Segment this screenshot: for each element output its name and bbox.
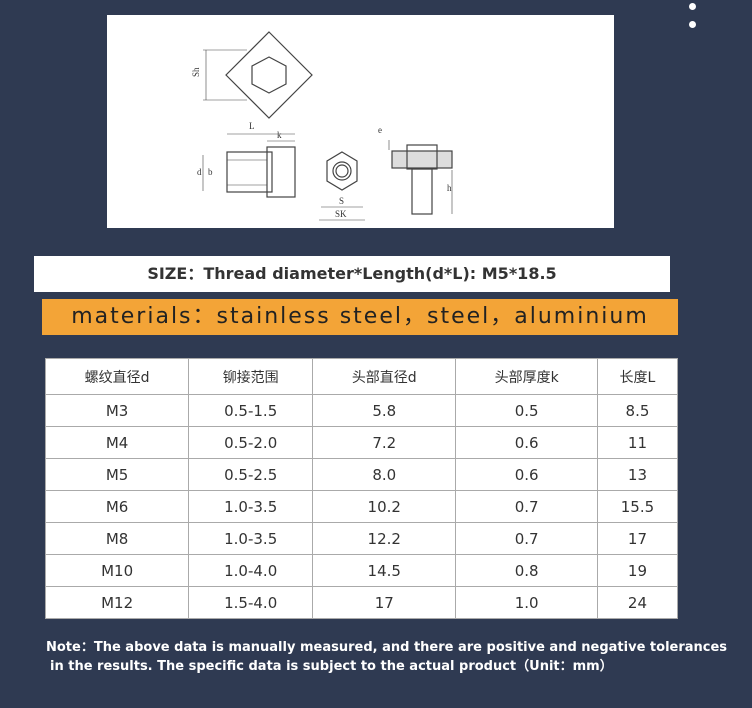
table-cell: 17	[312, 586, 457, 619]
table-cell: M12	[44, 586, 190, 619]
table-cell: M8	[44, 522, 190, 555]
dim-label: d	[197, 167, 202, 177]
dot	[689, 21, 696, 28]
table-cell: 0.5-1.5	[188, 394, 314, 427]
table-cell: 10.2	[312, 490, 457, 523]
dim-label: S	[339, 196, 344, 206]
table-cell: M4	[44, 426, 190, 459]
table-cell: 5.8	[312, 394, 457, 427]
table-row: M10 1.0-4.0 14.5 0.8 19	[44, 554, 679, 587]
table-cell: 14.5	[312, 554, 457, 587]
dim-label: SK	[335, 209, 347, 219]
table-cell: M3	[44, 394, 190, 427]
table-cell: 0.6	[455, 426, 598, 459]
table-cell: 0.7	[455, 490, 598, 523]
dim-label: Sh	[191, 67, 201, 77]
table-cell: M6	[44, 490, 190, 523]
table-cell: 1.0-3.5	[188, 490, 314, 523]
table-cell: 1.0-4.0	[188, 554, 314, 587]
size-banner: SIZE：Thread diameter*Length(d*L): M5*18.…	[34, 256, 670, 292]
spec-table: 螺纹直径d 铆接范围 头部直径d 头部厚度k 长度L M3 0.5-1.5 5.8 0.5 8.5…	[44, 358, 679, 619]
header-cell: 头部直径d	[312, 358, 457, 395]
header-row: 螺纹直径d 铆接范围 头部直径d 头部厚度k 长度L	[44, 358, 679, 395]
header-cell: 长度L	[596, 358, 679, 395]
table-cell: 0.5-2.5	[188, 458, 314, 491]
table-row: M5 0.5-2.5 8.0 0.6 13	[44, 458, 679, 491]
table-cell: 8.0	[312, 458, 457, 491]
dot	[689, 3, 696, 10]
table-cell: 0.5	[455, 394, 598, 427]
materials-banner: materials：stainless steel，steel，aluminiu…	[42, 299, 678, 335]
table-cell: 17	[596, 522, 679, 555]
note: Note：The above data is manually measured…	[46, 638, 727, 676]
table-row: M8 1.0-3.5 12.2 0.7 17	[44, 522, 679, 555]
note-line: Note：The above data is manually measured…	[46, 640, 728, 655]
table-cell: 0.5-2.0	[188, 426, 314, 459]
table-cell: 0.8	[455, 554, 598, 587]
dim-label: h	[447, 183, 452, 193]
table-row: M6 1.0-3.5 10.2 0.7 15.5	[44, 490, 679, 523]
dim-label: k	[277, 130, 282, 140]
table-cell: 0.6	[455, 458, 598, 491]
note-line: in the results. The specific data is sub…	[50, 659, 613, 674]
table-cell: 1.0	[455, 586, 598, 619]
table-cell: 7.2	[312, 426, 457, 459]
table-cell: 13	[596, 458, 679, 491]
table-row: M12 1.5-4.0 17 1.0 24	[44, 586, 679, 619]
table-cell: 1.0-3.5	[188, 522, 314, 555]
table-cell: 0.7	[455, 522, 598, 555]
table-cell: 24	[596, 586, 679, 619]
table-cell: M5	[44, 458, 190, 491]
table-row: M3 0.5-1.5 5.8 0.5 8.5	[44, 394, 679, 427]
header-cell: 头部厚度k	[455, 358, 598, 395]
dim-label: e	[378, 125, 382, 135]
header-cell: 螺纹直径d	[44, 358, 190, 395]
table-cell: 11	[596, 426, 679, 459]
table-cell: M10	[44, 554, 190, 587]
dim-label: b	[208, 167, 213, 177]
header-cell: 铆接范围	[188, 358, 314, 395]
table-cell: 1.5-4.0	[188, 586, 314, 619]
table-cell: 8.5	[596, 394, 679, 427]
dim-label: L	[249, 121, 255, 131]
table-cell: 19	[596, 554, 679, 587]
table-row: M4 0.5-2.0 7.2 0.6 11	[44, 426, 679, 459]
technical-drawing: Sh L k d b S SK e h	[107, 15, 614, 228]
table-cell: 15.5	[596, 490, 679, 523]
table-cell: 12.2	[312, 522, 457, 555]
